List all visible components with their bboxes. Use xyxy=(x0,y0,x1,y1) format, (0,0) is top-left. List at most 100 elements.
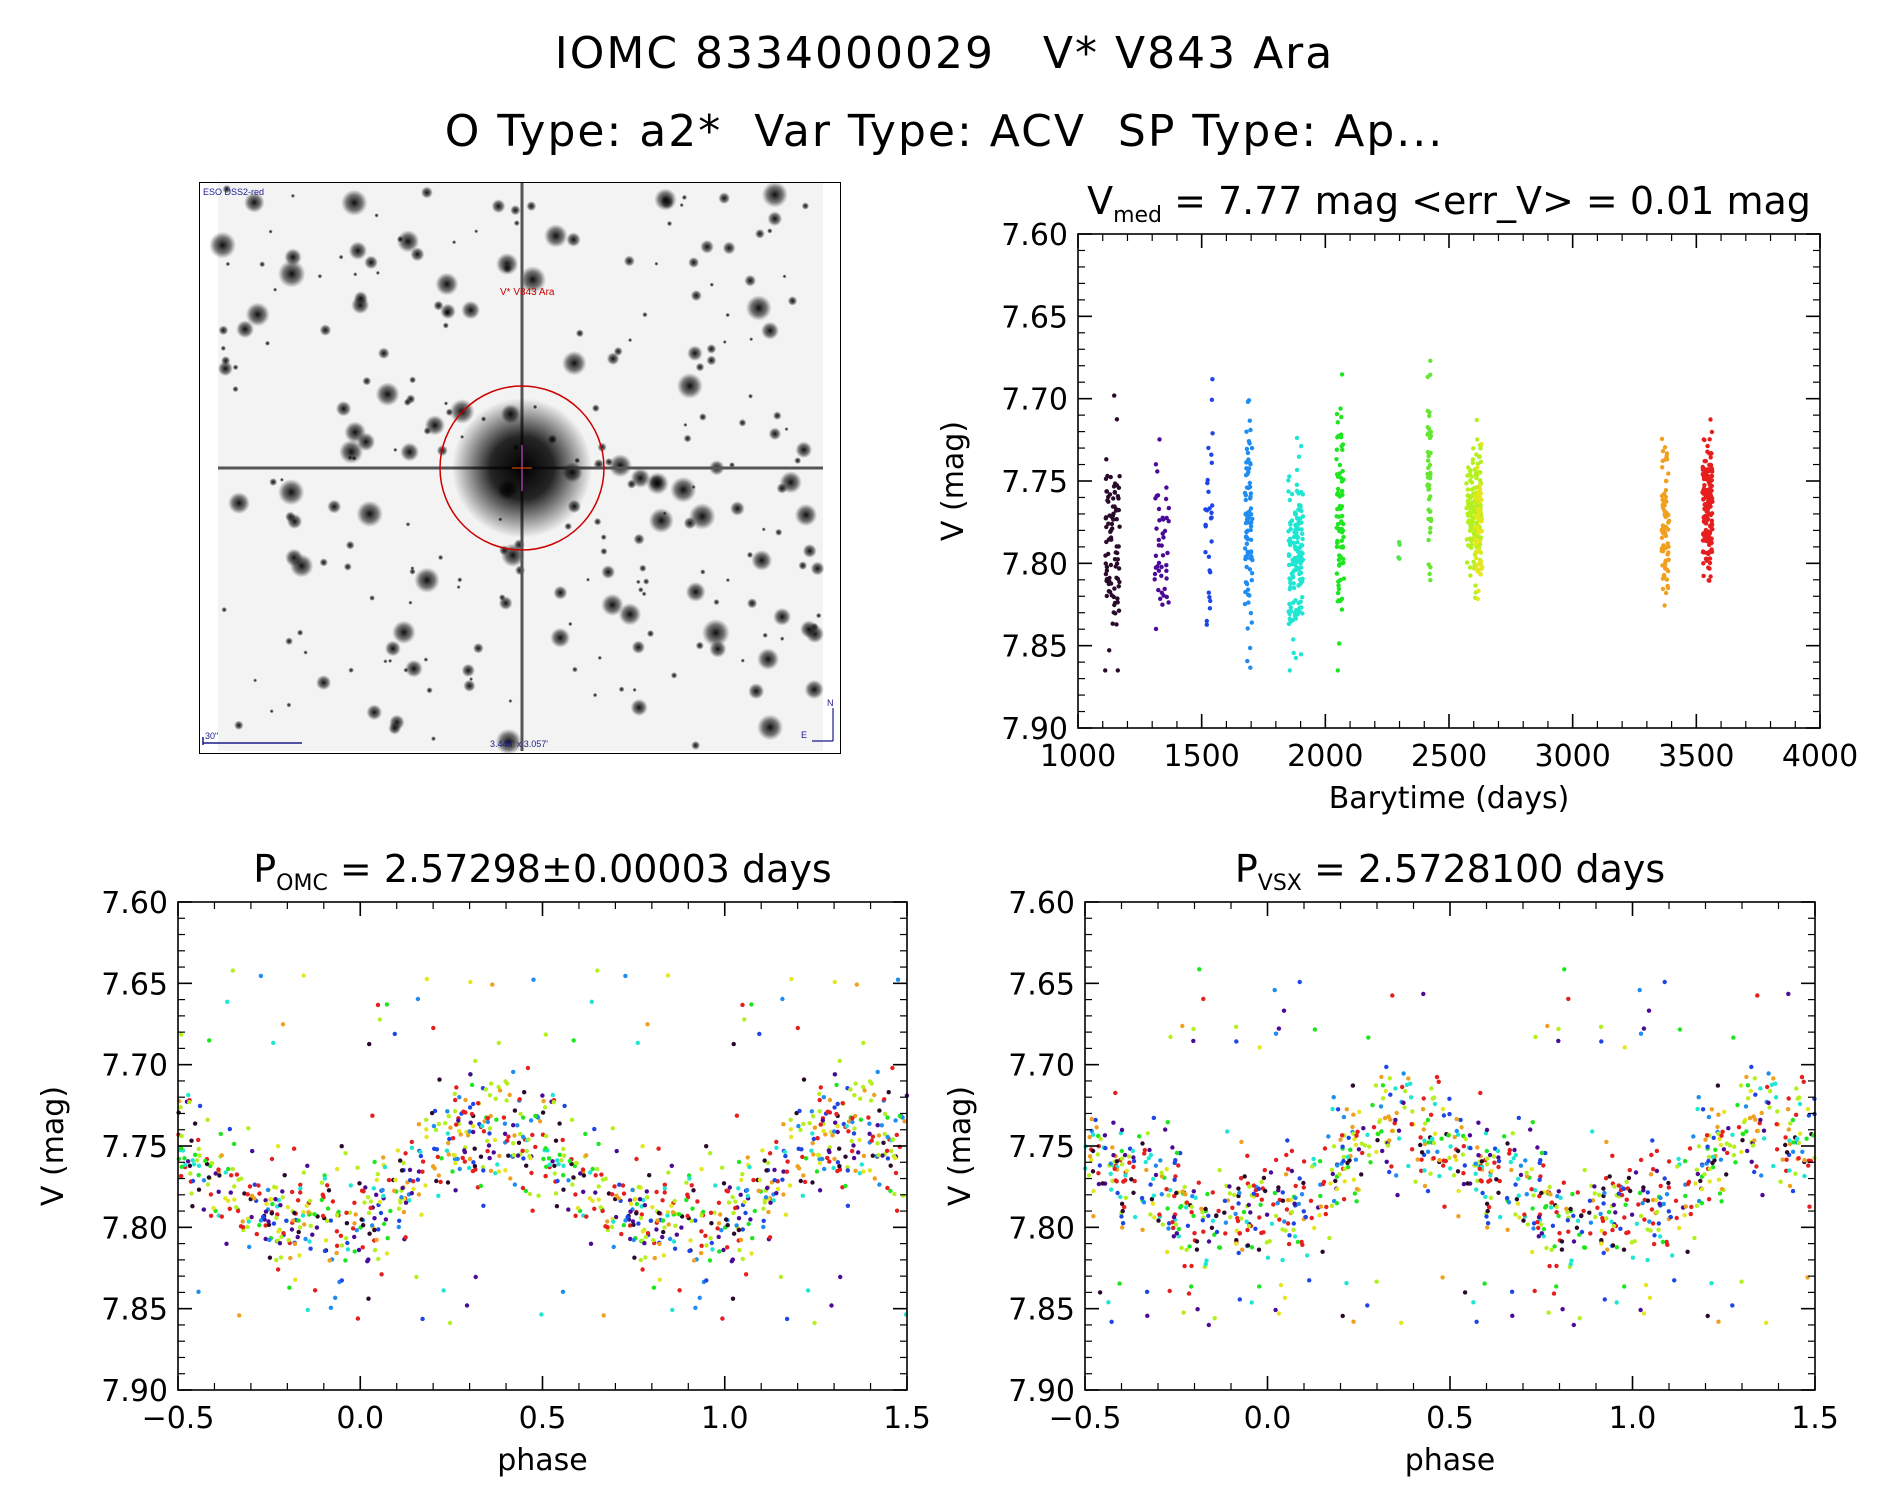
data-point xyxy=(1556,1038,1561,1044)
data-point xyxy=(1371,1125,1377,1130)
data-point xyxy=(1121,1204,1127,1210)
data-point xyxy=(1790,1117,1796,1123)
data-point xyxy=(1718,1142,1724,1148)
star xyxy=(639,564,647,572)
data-point xyxy=(463,1097,468,1103)
data-point xyxy=(611,1244,616,1250)
data-point xyxy=(1287,497,1293,503)
data-point xyxy=(1248,537,1254,542)
data-point xyxy=(1227,1184,1232,1189)
data-point xyxy=(603,1224,608,1229)
data-point xyxy=(1248,549,1254,554)
data-point xyxy=(339,1243,345,1248)
data-point xyxy=(363,1185,368,1190)
data-point xyxy=(1692,1235,1697,1241)
data-point xyxy=(1171,1225,1176,1231)
x-axis-label: Barytime (days) xyxy=(1329,781,1570,816)
data-point xyxy=(493,1171,498,1176)
data-point xyxy=(872,1092,877,1098)
data-point xyxy=(278,1203,283,1208)
data-point xyxy=(1784,1168,1789,1174)
star xyxy=(730,501,745,516)
data-point xyxy=(1168,1034,1173,1040)
data-point xyxy=(203,1158,208,1164)
data-point xyxy=(1543,1150,1548,1156)
star xyxy=(618,603,642,626)
data-point xyxy=(1705,1144,1710,1149)
data-point xyxy=(1119,1148,1125,1154)
data-point xyxy=(1257,1045,1262,1050)
panel-title-rest: = 2.5728100 days xyxy=(1302,847,1665,891)
data-point xyxy=(1461,1144,1467,1149)
data-point xyxy=(1700,471,1706,477)
data-point xyxy=(1106,551,1111,557)
star xyxy=(457,577,463,583)
data-point xyxy=(621,1223,626,1228)
data-point xyxy=(1234,1039,1239,1044)
data-point xyxy=(533,1144,538,1150)
data-point xyxy=(1666,550,1671,555)
data-point xyxy=(1342,1179,1347,1184)
data-point xyxy=(1216,1208,1221,1214)
data-point xyxy=(407,1198,412,1203)
data-point xyxy=(435,1154,440,1160)
data-point xyxy=(751,1177,756,1183)
data-point xyxy=(1350,1083,1356,1088)
data-point xyxy=(1272,1190,1278,1196)
data-point xyxy=(517,1097,522,1102)
data-point xyxy=(420,1316,425,1322)
data-point xyxy=(1159,1170,1164,1176)
data-point xyxy=(494,1117,499,1122)
data-point xyxy=(247,1184,253,1189)
data-point xyxy=(866,1115,871,1120)
data-point xyxy=(584,1153,589,1158)
star xyxy=(278,479,305,506)
data-point xyxy=(1182,1184,1187,1190)
data-point xyxy=(661,1253,667,1258)
data-point xyxy=(1401,1071,1406,1076)
data-point xyxy=(1228,1214,1233,1220)
data-point xyxy=(589,999,594,1004)
data-point xyxy=(1089,1116,1094,1122)
data-point xyxy=(1638,1213,1644,1219)
data-point xyxy=(276,1198,281,1203)
data-point xyxy=(1243,520,1249,526)
data-point xyxy=(1317,1213,1322,1218)
data-point xyxy=(1675,1164,1680,1169)
data-point xyxy=(1799,1074,1805,1080)
data-point xyxy=(1575,1218,1581,1224)
data-point xyxy=(1242,546,1248,551)
star xyxy=(600,534,607,541)
star xyxy=(670,672,678,679)
star xyxy=(410,566,415,571)
star xyxy=(722,241,736,255)
data-point xyxy=(671,1239,677,1244)
data-point xyxy=(1466,543,1471,548)
data-point xyxy=(1105,498,1110,503)
data-point xyxy=(1758,1086,1763,1091)
data-point xyxy=(1301,1185,1307,1190)
data-point xyxy=(1473,539,1478,544)
data-point xyxy=(520,1185,526,1191)
data-point xyxy=(1647,1295,1653,1301)
data-point xyxy=(788,1134,794,1140)
data-point xyxy=(1538,1222,1544,1227)
data-point xyxy=(1426,1140,1431,1145)
data-point xyxy=(1368,1160,1373,1165)
data-point xyxy=(1366,1035,1371,1040)
data-point xyxy=(279,1234,284,1240)
data-point xyxy=(1247,496,1253,501)
data-point xyxy=(343,1258,348,1263)
data-point xyxy=(1606,1209,1612,1215)
data-point xyxy=(1548,1205,1554,1210)
data-point xyxy=(645,1195,650,1200)
data-point xyxy=(1699,1201,1705,1206)
x-tick-label: 3500 xyxy=(1658,739,1734,774)
data-point xyxy=(1170,1145,1175,1150)
data-point xyxy=(263,1209,269,1214)
data-point xyxy=(738,1237,744,1243)
data-point xyxy=(473,1058,478,1064)
data-point xyxy=(1427,462,1433,468)
data-point xyxy=(507,1092,512,1098)
data-point xyxy=(829,1303,834,1308)
